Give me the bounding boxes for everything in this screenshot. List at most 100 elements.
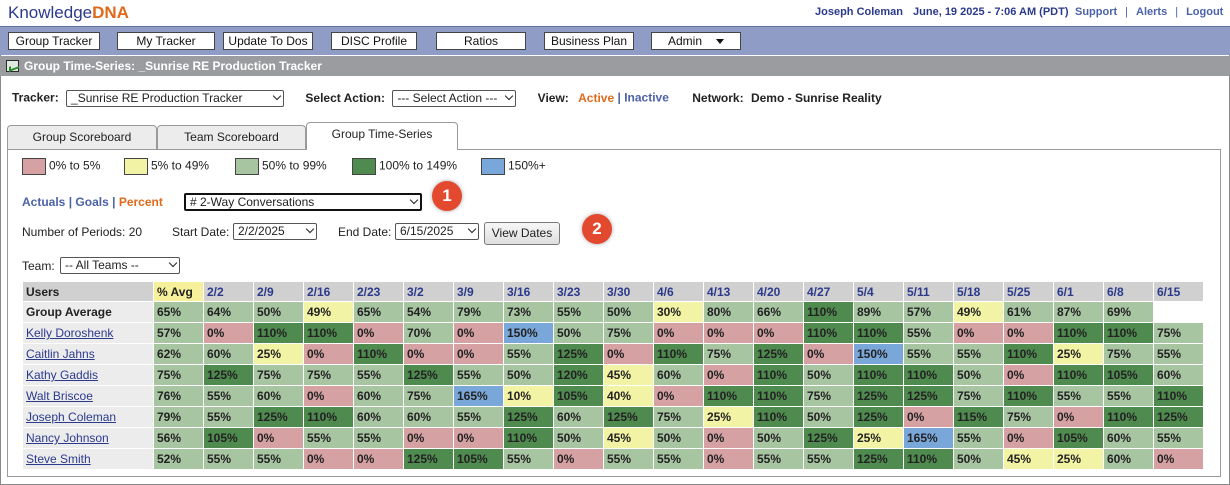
value-cell: 0% [1003, 322, 1054, 344]
value-cell: 65% [353, 301, 404, 323]
value-cell: 55% [353, 364, 404, 386]
logout-link[interactable]: Logout [1186, 6, 1224, 18]
metric-select-value: # 2-Way Conversations [190, 195, 315, 209]
value-cell: 165% [903, 427, 954, 449]
chart-icon [6, 60, 19, 72]
value-cell: 125% [503, 406, 554, 428]
app-logo[interactable]: KnowledgeDNA [8, 3, 129, 23]
actuals-link[interactable]: Actuals [22, 195, 66, 209]
tab-group-scoreboard[interactable]: Group Scoreboard [7, 125, 157, 149]
time-series-table: Users % Avg 2/2 2/9 2/16 2/23 3/2 3/9 3/16 3/23… [22, 281, 1204, 470]
value-cell: 125% [903, 385, 954, 407]
start-date-select[interactable]: 2/2/2025 [233, 223, 317, 240]
value-cell: 55% [203, 406, 254, 428]
view-active-link[interactable]: Active [578, 90, 615, 105]
user-name-link[interactable]: Walt Briscoe [26, 389, 93, 403]
support-link[interactable]: Support [1075, 6, 1118, 18]
value-cell: 0% [703, 448, 754, 470]
user-name-link[interactable]: Kathy Gaddis [26, 368, 99, 382]
value-cell: 0% [303, 385, 354, 407]
value-cell: 110% [753, 385, 804, 407]
avg-cell: 57% [153, 322, 204, 344]
view-dates-button[interactable]: View Dates [484, 222, 560, 245]
user-name-link[interactable]: Kelly Doroshenk [26, 326, 114, 340]
value-cell: 80% [703, 301, 754, 323]
start-date-label: Start Date: [172, 225, 230, 239]
legend-item: 100% to 149% [352, 158, 457, 175]
avg-cell: 79% [153, 406, 204, 428]
end-date-label: End Date: [338, 225, 392, 239]
date-column-header: 2/23 [353, 281, 404, 302]
user-name-link[interactable]: Nancy Johnson [26, 431, 109, 445]
value-cell: 61% [1003, 301, 1054, 323]
date-column-header: 2/2 [203, 281, 254, 302]
value-cell: 0% [903, 406, 954, 428]
value-cell: 0% [203, 322, 254, 344]
date-column-header: 6/1 [1053, 281, 1104, 302]
avg-cell: 75% [153, 364, 204, 386]
value-cell: 69% [1103, 301, 1154, 323]
nav-ratios-button[interactable]: Ratios [436, 32, 526, 50]
goals-link[interactable]: Goals [75, 195, 109, 209]
user-name-link[interactable]: Joseph Coleman [26, 410, 117, 424]
metric-select[interactable]: # 2-Way Conversations [184, 193, 422, 211]
value-cell: 50% [503, 364, 554, 386]
view-label: View: [537, 90, 569, 105]
avg-cell: 56% [153, 427, 204, 449]
value-cell: 75% [703, 343, 754, 365]
avg-cell: 52% [153, 448, 204, 470]
date-column-header: 6/8 [1103, 281, 1154, 302]
user-cell: Caitlin Jahns [22, 343, 154, 365]
value-cell: 0% [1003, 427, 1054, 449]
nav-business-plan-button[interactable]: Business Plan [544, 32, 634, 50]
value-cell: 125% [853, 406, 904, 428]
value-cell: 110% [1003, 343, 1054, 365]
value-cell: 105% [453, 448, 504, 470]
value-cell: 60% [1153, 364, 1204, 386]
value-cell: 0% [403, 343, 454, 365]
view-inactive-link[interactable]: Inactive [624, 90, 669, 105]
nav-my-tracker-button[interactable]: My Tracker [117, 32, 215, 50]
value-cell: 10% [503, 385, 554, 407]
users-column-header: Users [22, 281, 154, 302]
user-name-link[interactable]: Steve Smith [26, 452, 91, 466]
alerts-link[interactable]: Alerts [1136, 6, 1168, 18]
value-cell: 55% [753, 448, 804, 470]
value-cell: 125% [203, 364, 254, 386]
periods-label: Number of Periods: [22, 225, 126, 239]
team-select[interactable]: -- All Teams -- [60, 257, 180, 274]
action-select[interactable]: --- Select Action --- [392, 90, 517, 107]
value-cell: 64% [203, 301, 254, 323]
value-cell: 0% [353, 322, 404, 344]
date-column-header: 4/20 [753, 281, 804, 302]
value-cell: 87% [1053, 301, 1104, 323]
view-separator: | [617, 90, 621, 105]
value-cell: 110% [1053, 364, 1104, 386]
callout-badge-2: 2 [582, 214, 612, 244]
tracker-controls: Tracker: _Sunrise RE Production Tracker … [12, 90, 882, 107]
legend-item: 150%+ [481, 158, 546, 175]
nav-group-tracker-button[interactable]: Group Tracker [8, 32, 100, 50]
network-value: Demo - Sunrise Reality [750, 90, 882, 105]
nav-update-todos-button[interactable]: Update To Dos [223, 32, 313, 50]
tab-team-scoreboard[interactable]: Team Scoreboard [157, 125, 306, 149]
value-cell: 110% [803, 322, 854, 344]
value-cell: 75% [253, 364, 304, 386]
tab-group-time-series[interactable]: Group Time-Series [306, 122, 458, 150]
value-cell: 0% [603, 343, 654, 365]
network-label: Network: [692, 90, 744, 105]
end-date-select[interactable]: 6/15/2025 [395, 223, 479, 240]
nav-admin-dropdown[interactable]: Admin [651, 32, 741, 50]
legend-swatch [352, 158, 376, 175]
value-cell: 125% [403, 448, 454, 470]
percent-link[interactable]: Percent [118, 195, 163, 209]
avg-cell: 76% [153, 385, 204, 407]
tracker-select[interactable]: _Sunrise RE Production Tracker [66, 90, 285, 107]
value-cell: 0% [653, 322, 704, 344]
nav-disc-profile-button[interactable]: DISC Profile [331, 32, 417, 50]
chevron-down-icon [168, 258, 178, 268]
user-name-link[interactable]: Caitlin Jahns [26, 347, 95, 361]
value-cell: 25% [1053, 448, 1104, 470]
table-row: Steve Smith 52% 55% 55% 0% 0% 125% 105% 55% 0% 55%… [22, 448, 1204, 470]
avg-column-header: % Avg [153, 281, 204, 302]
